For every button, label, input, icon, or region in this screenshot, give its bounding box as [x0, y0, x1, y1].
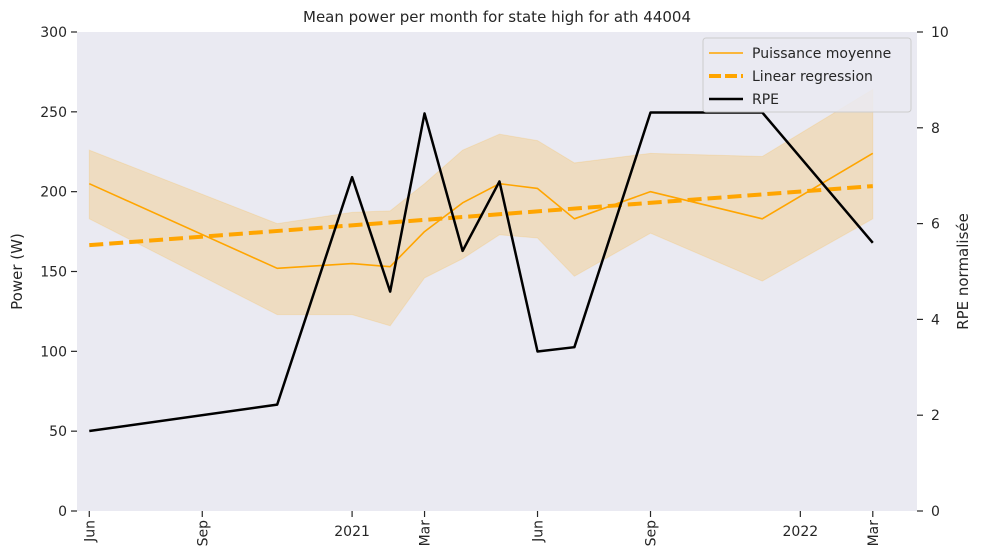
- y-tick-label: 50: [49, 424, 67, 440]
- axes-layer: 0 50 100 150 200 250 300 0 2 4 6 8 10 Jun Sep 2021 Mar Ju…: [40, 25, 949, 546]
- series-line-puissance-moyenne: [88, 152, 874, 270]
- y2-tick-label: 2: [931, 408, 940, 424]
- y2-axis-title: RPE normalisée: [954, 213, 972, 330]
- y-tick-label: 200: [40, 185, 67, 201]
- legend-box: [702, 37, 912, 113]
- x-tick-label: Mar: [418, 520, 434, 547]
- x-tick-label: Mar: [866, 520, 882, 547]
- y-tick-label: 300: [40, 25, 67, 41]
- confidence-band: [88, 88, 874, 327]
- x-tick-label: 2022: [783, 524, 819, 540]
- y2-tick-label: 10: [931, 25, 949, 41]
- y2-tick-label: 6: [931, 217, 940, 233]
- y2-tick-label: 0: [931, 504, 940, 520]
- legend: Puissance moyenne Linear regression RPE: [702, 37, 912, 113]
- y-tick-label: 0: [58, 504, 67, 520]
- y2-tick-label: 4: [931, 312, 940, 328]
- y-tick-label: 250: [40, 105, 67, 121]
- x-tick-label: Sep: [644, 520, 660, 547]
- y-tick-label: 100: [40, 344, 67, 360]
- y-tick-label: 150: [40, 265, 67, 281]
- x-tick-label: Jun: [82, 520, 98, 543]
- legend-items: Puissance moyenne Linear regression RPE: [709, 46, 891, 108]
- legend-label-linear-regression: Linear regression: [752, 69, 873, 85]
- y2-tick-label: 8: [931, 121, 940, 137]
- confidence-band-layer: [88, 88, 874, 327]
- series-layer: [88, 111, 874, 433]
- series-line-rpe: [89, 111, 874, 433]
- chart-title: Mean power per month for state high for …: [303, 8, 691, 26]
- x-tick-label: Jun: [531, 520, 547, 543]
- legend-label-rpe: RPE: [752, 92, 779, 108]
- x-tick-label: Sep: [195, 520, 211, 547]
- y-axis-title: Power (W): [8, 233, 26, 310]
- legend-label-puissance-moyenne: Puissance moyenne: [752, 46, 891, 62]
- x-tick-label: 2021: [334, 524, 370, 540]
